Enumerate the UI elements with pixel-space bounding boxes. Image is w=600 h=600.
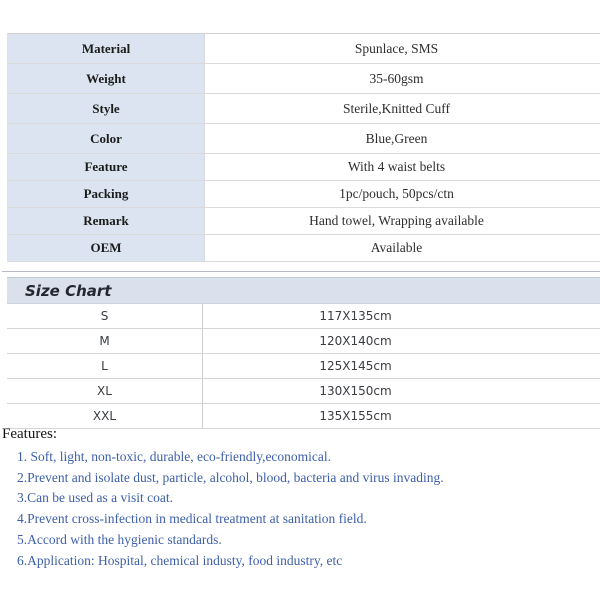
size-row-value: 135X155cm bbox=[319, 409, 392, 423]
spec-row-label: Color bbox=[8, 124, 205, 153]
spec-row-label: Material bbox=[8, 34, 205, 63]
spec-table-row: Packing 1pc/pouch, 50pcs/ctn bbox=[8, 181, 600, 208]
size-table-row: S 117X135cm bbox=[7, 304, 600, 329]
spec-table: Material Spunlace, SMS Weight 35-60gsm S… bbox=[7, 33, 600, 262]
size-row-label: L bbox=[7, 354, 203, 378]
size-row-label: S bbox=[7, 304, 203, 328]
spec-row-label: Remark bbox=[8, 208, 205, 234]
spec-row-label: OEM bbox=[8, 235, 205, 261]
size-table-row: XXL 135X155cm bbox=[7, 404, 600, 429]
size-chart-header: Size Chart bbox=[7, 277, 600, 303]
spec-row-value: Spunlace, SMS bbox=[354, 40, 439, 56]
spec-row-value: Available bbox=[370, 240, 423, 255]
size-table-row: M 120X140cm bbox=[7, 329, 600, 354]
size-row-label: XL bbox=[7, 379, 203, 403]
spec-table-row: Feature With 4 waist belts bbox=[8, 154, 600, 181]
size-row-value: 125X145cm bbox=[319, 359, 392, 373]
spec-table-row: Remark Hand towel, Wrapping available bbox=[8, 208, 600, 235]
spec-table-row: Color Blue,Green bbox=[8, 124, 600, 154]
section-divider bbox=[2, 271, 600, 272]
size-row-value: 120X140cm bbox=[319, 334, 392, 348]
spec-row-value: With 4 waist belts bbox=[347, 159, 446, 174]
size-table-row: L 125X145cm bbox=[7, 354, 600, 379]
spec-row-label: Weight bbox=[8, 64, 205, 93]
feature-item: 4.Prevent cross-infection in medical tre… bbox=[17, 511, 367, 527]
spec-row-value: 35-60gsm bbox=[369, 70, 424, 86]
size-row-label: M bbox=[7, 329, 203, 353]
features-heading: Features: bbox=[2, 426, 57, 442]
size-table-row: XL 130X150cm bbox=[7, 379, 600, 404]
feature-item: 5.Accord with the hygienic standards. bbox=[17, 531, 222, 547]
spec-row-value: Blue,Green bbox=[365, 130, 428, 146]
size-table: S 117X135cm M 120X140cm L 125X145cm XL 1… bbox=[7, 303, 600, 429]
spec-row-value: 1pc/pouch, 50pcs/ctn bbox=[339, 186, 454, 201]
spec-row-value: Hand towel, Wrapping available bbox=[309, 213, 484, 228]
spec-table-row: OEM Available bbox=[8, 235, 600, 262]
feature-item: 3.Can be used as a visit coat. bbox=[17, 490, 173, 506]
feature-item: 2.Prevent and isolate dust, particle, al… bbox=[17, 469, 444, 485]
features-section: Features: 1. Soft, light, non-toxic, dur… bbox=[2, 424, 592, 571]
size-row-label: XXL bbox=[7, 404, 203, 428]
features-list: 1. Soft, light, non-toxic, durable, eco-… bbox=[2, 447, 592, 571]
feature-item: 6.Application: Hospital, chemical indust… bbox=[17, 552, 343, 568]
size-row-value: 130X150cm bbox=[319, 384, 392, 398]
spec-row-label: Style bbox=[8, 94, 205, 123]
spec-row-label: Feature bbox=[8, 154, 205, 180]
spec-table-row: Weight 35-60gsm bbox=[8, 64, 600, 94]
size-chart-title: Size Chart bbox=[25, 281, 112, 300]
spec-table-row: Material Spunlace, SMS bbox=[8, 34, 600, 64]
feature-item: 1. Soft, light, non-toxic, durable, eco-… bbox=[17, 449, 332, 464]
spec-table-row: Style Sterile,Knitted Cuff bbox=[8, 94, 600, 124]
size-row-value: 117X135cm bbox=[319, 309, 392, 323]
spec-row-label: Packing bbox=[8, 181, 205, 207]
spec-row-value: Sterile,Knitted Cuff bbox=[343, 100, 450, 116]
